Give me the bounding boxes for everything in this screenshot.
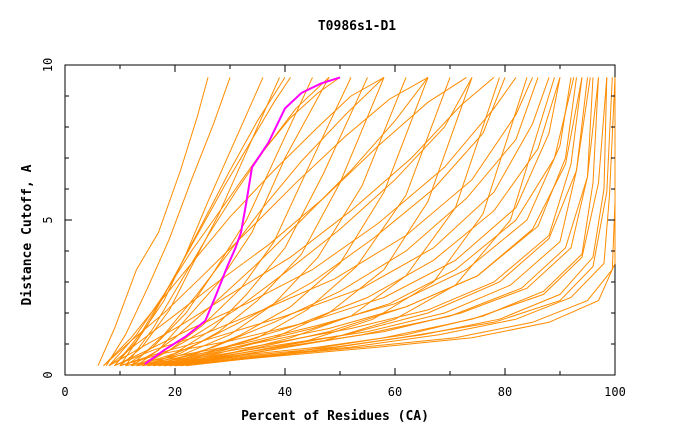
series-line-2 [105,77,231,366]
x-tick-label-0: 0 [61,385,68,399]
series-line-3 [114,77,264,367]
x-axis-label: Percent of Residues (CA) [241,409,429,424]
series-line-29 [114,77,533,367]
series-line-40 [136,77,429,367]
series-line-49 [180,77,608,367]
tick-layer: 0 20 40 60 80 100 0 5 10 [41,58,626,399]
highlight-series-line [144,76,341,365]
series-line-36 [114,77,291,367]
series-line-48 [174,77,599,367]
series-layer [97,76,616,367]
series-line-25 [174,77,616,367]
chart-title: T0986s1-D1 [318,19,396,34]
series-line-47 [169,77,591,367]
x-tick-label-60: 60 [388,385,402,399]
series-line-28 [119,77,550,367]
series-line-11 [152,77,429,367]
series-line-13 [163,77,473,367]
series-line-50 [185,77,613,367]
series-line-34 [103,76,385,367]
x-tick-label-80: 80 [498,385,512,399]
y-tick-label-5: 5 [41,216,55,223]
series-line-31 [108,77,495,367]
series-line-42 [147,77,506,367]
x-tick-label-40: 40 [278,385,292,399]
y-tick-label-10: 10 [41,58,55,72]
x-tick-label-100: 100 [604,385,626,399]
series-line-30 [114,77,517,367]
series-line-44 [158,77,561,367]
highlight-layer [144,76,341,365]
y-tick-label-0: 0 [41,371,55,378]
series-line-39 [130,77,385,367]
series-line-46 [163,77,583,367]
y-axis-label: Distance Cutoff, A [20,164,35,305]
series-line-10 [147,77,407,367]
series-line-43 [152,77,539,367]
series-line-21 [152,77,599,367]
series-line-45 [163,77,575,367]
x-tick-label-20: 20 [168,385,182,399]
series-line-1 [97,77,209,366]
series-line-38 [125,77,330,366]
series-line-37 [119,77,286,366]
series-line-22 [158,77,608,367]
series-line-18 [136,77,583,367]
series-line-12 [158,77,451,367]
series-line-41 [141,77,473,367]
series-line-35 [108,76,341,367]
